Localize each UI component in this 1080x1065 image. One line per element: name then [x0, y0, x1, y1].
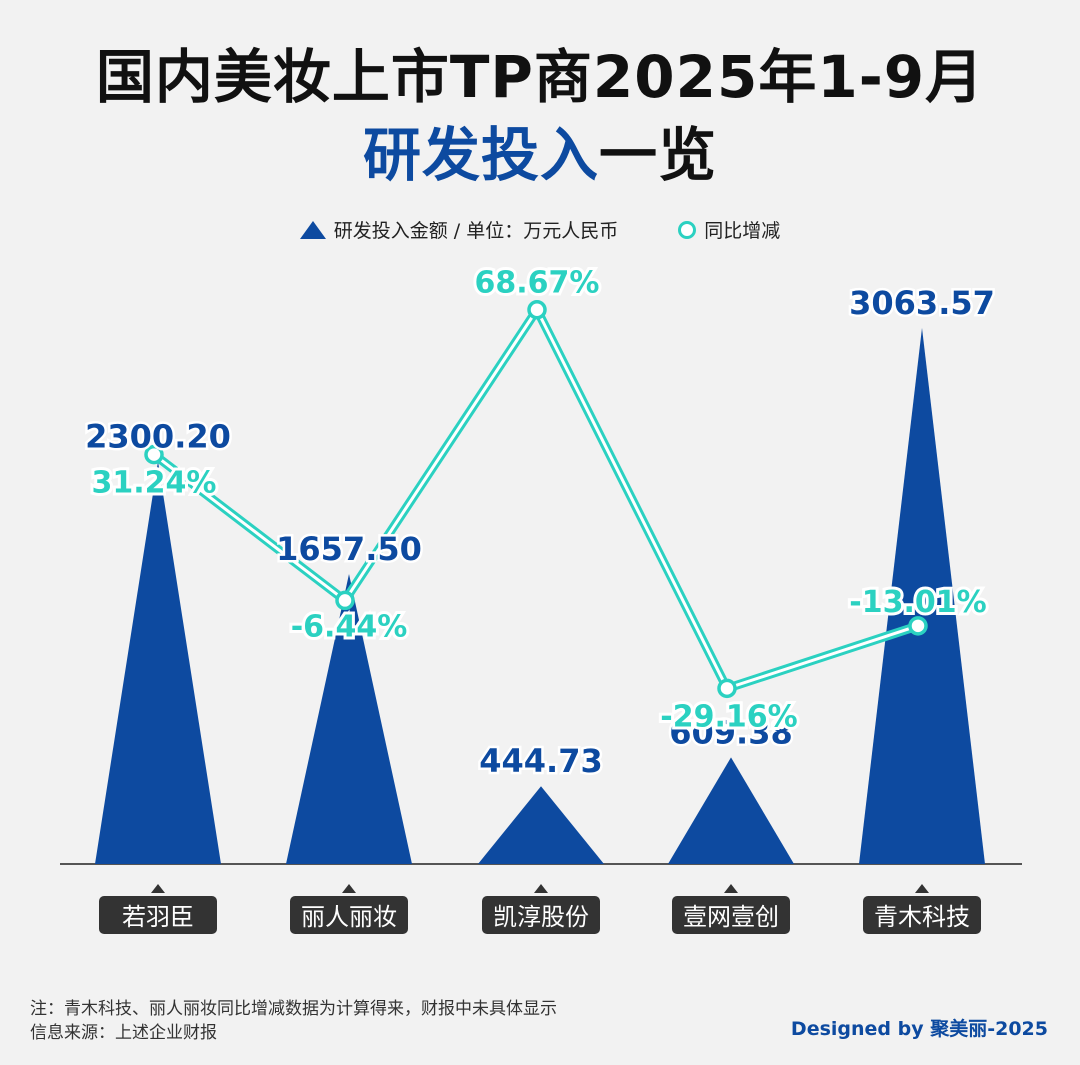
category-label: 青木科技: [874, 903, 970, 931]
bar-triangle: [859, 328, 985, 864]
yoy-line-inner: [153, 308, 919, 690]
amount-data-label: 444.73: [479, 742, 602, 780]
category-label: 丽人丽妆: [301, 903, 397, 931]
footnote-source: 信息来源：上述企业财报: [30, 1023, 217, 1043]
category-label-bg: [863, 896, 981, 934]
legend-yoy: 同比增减: [678, 216, 780, 243]
circle-icon: [678, 220, 697, 239]
category-label: 凯淳股份: [493, 903, 589, 931]
tick-marker: [724, 884, 738, 893]
yoy-line-outer: [151, 305, 920, 693]
yoy-point: [908, 616, 928, 636]
category-label-bg: [99, 896, 217, 934]
amount-data-label: 1657.50: [276, 530, 422, 568]
legend-amount-label: 研发投入金额 / 单位：万元人民币: [333, 220, 619, 242]
yoy-data-label: 31.24%: [92, 466, 217, 501]
tick-marker: [915, 884, 929, 893]
subtitle-rest: 一览: [599, 121, 718, 189]
designer-credit: Designed by 聚美丽-2025: [790, 1018, 1048, 1040]
yoy-data-label: -6.44%: [291, 609, 408, 644]
category-label: 壹网壹创: [683, 903, 779, 931]
legend: 研发投入金额 / 单位：万元人民币 同比增减: [0, 216, 1080, 243]
tick-marker: [534, 884, 548, 893]
yoy-point: [144, 444, 164, 465]
category-label-bg: [482, 896, 600, 934]
footnote-note: 注：青木科技、丽人丽妆同比增减数据为计算得来，财报中未具体显示: [30, 999, 557, 1019]
yoy-data-label: -13.01%: [849, 585, 986, 620]
chart-title: 国内美妆上市TP商2025年1-9月: [95, 43, 985, 111]
amount-data-label: 3063.57: [849, 284, 995, 322]
subtitle-accent: 研发投入: [362, 121, 599, 189]
tick-marker: [151, 884, 165, 893]
bar-triangle: [95, 461, 221, 864]
yoy-data-label: -29.16%: [660, 699, 797, 734]
yoy-data-label: 68.67%: [475, 266, 600, 301]
category-label-bg: [672, 896, 790, 934]
bar-triangle: [668, 757, 794, 864]
amount-data-label: 609.38: [669, 713, 792, 751]
yoy-point: [335, 590, 355, 611]
yoy-point: [527, 299, 547, 320]
yoy-point: [717, 678, 737, 699]
chart-subtitle: 研发投入一览: [0, 108, 1080, 192]
triangle-icon: [299, 220, 326, 239]
bar-triangle: [478, 786, 604, 864]
category-label-bg: [290, 896, 408, 934]
legend-yoy-label: 同比增减: [704, 220, 781, 242]
tick-marker: [342, 884, 356, 893]
legend-amount: 研发投入金额 / 单位：万元人民币: [299, 216, 619, 243]
amount-data-label: 2300.20: [85, 418, 231, 456]
category-label: 若羽臣: [122, 903, 194, 931]
bar-triangle: [286, 574, 412, 864]
